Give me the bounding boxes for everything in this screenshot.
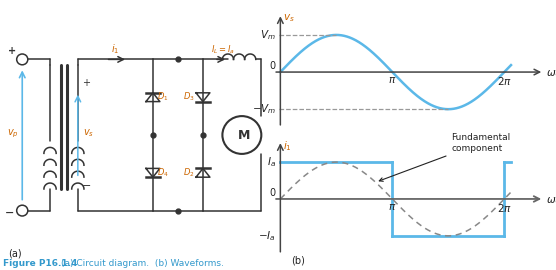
Text: (b): (b) [291,256,305,266]
Text: $v_s$: $v_s$ [283,13,295,25]
Text: 0: 0 [269,61,275,71]
Text: $-V_m$: $-V_m$ [252,102,276,116]
Text: $2\pi$: $2\pi$ [497,202,512,214]
Text: (a): (a) [8,248,22,258]
Text: $\omega t$: $\omega t$ [546,66,556,78]
Text: Figure P16.1.4: Figure P16.1.4 [3,259,77,268]
Text: Fundamental
component: Fundamental component [379,133,510,181]
Text: +: + [82,78,90,88]
Text: $i_1$: $i_1$ [111,43,120,56]
Text: $D_4$: $D_4$ [157,167,169,179]
Text: $V_m$: $V_m$ [260,28,276,42]
Text: $\omega t$: $\omega t$ [546,193,556,205]
Text: −: − [82,181,91,191]
Text: $D_1$: $D_1$ [157,91,168,103]
Text: $-I_a$: $-I_a$ [259,229,276,243]
Text: M: M [238,129,250,142]
Text: −: − [5,208,14,218]
Text: 0: 0 [269,188,275,198]
Text: $2\pi$: $2\pi$ [497,75,512,87]
Text: (a) Circuit diagram.  (b) Waveforms.: (a) Circuit diagram. (b) Waveforms. [61,259,224,268]
Text: +: + [8,46,17,56]
Text: $D_3$: $D_3$ [183,91,195,103]
Text: $v_s$: $v_s$ [83,127,95,139]
Text: $\pi$: $\pi$ [388,75,396,85]
Text: $\pi$: $\pi$ [388,202,396,212]
Text: $i_1$: $i_1$ [283,140,292,153]
Text: $D_2$: $D_2$ [183,167,195,179]
Text: $I_L = I_a$: $I_L = I_a$ [211,44,235,56]
Text: $I_a$: $I_a$ [267,155,276,169]
Text: $v_p$: $v_p$ [7,127,18,140]
